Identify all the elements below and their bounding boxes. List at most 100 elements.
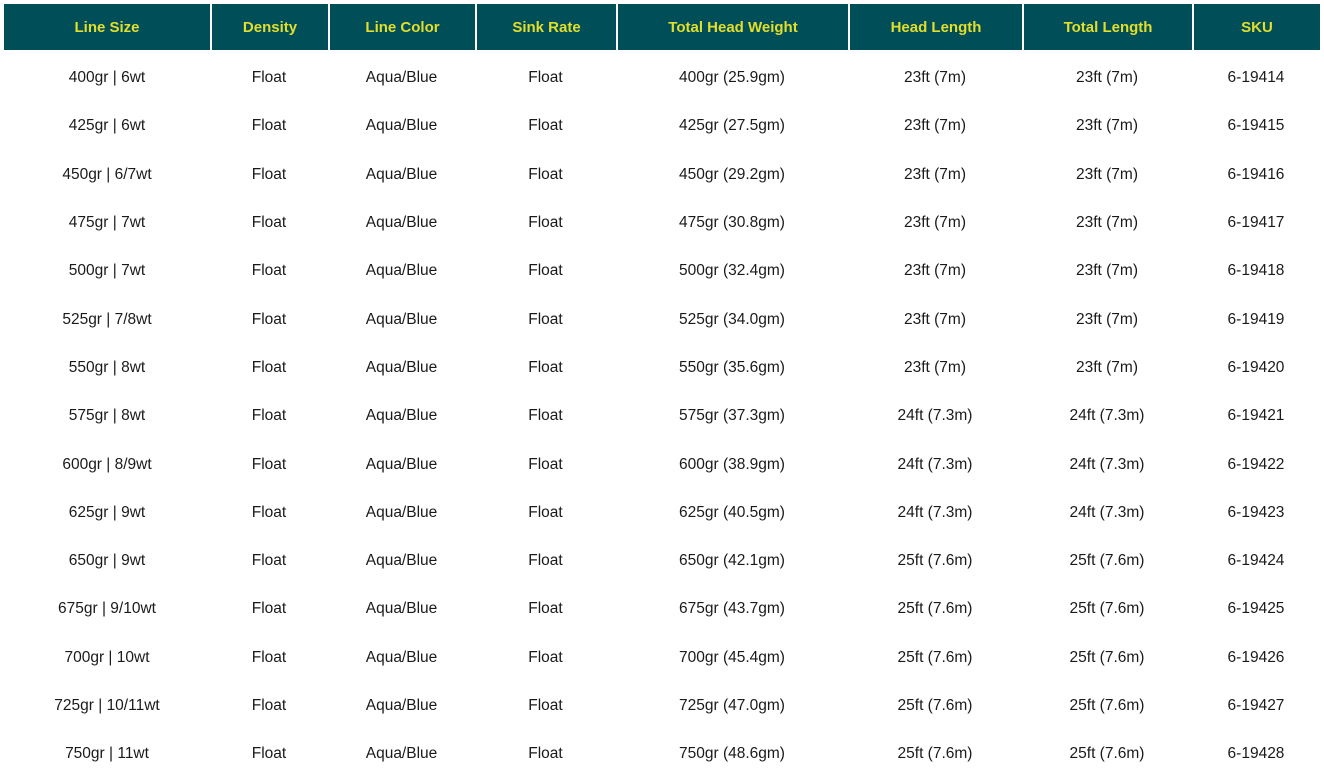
- cell-line-size: 450gr | 6/7wt: [62, 165, 152, 183]
- cell-sink-rate: Float: [528, 600, 563, 618]
- cell-sku: 6-19426: [1227, 648, 1285, 666]
- cell-total-head-weight: 725gr (47.0gm): [679, 697, 785, 714]
- cell-head-length: 23ft (7m): [903, 117, 966, 135]
- cell-head-length: 23ft (7m): [903, 310, 966, 328]
- cell-line-size: 650gr | 9wt: [68, 552, 146, 570]
- cell-line-size: 750gr | 11wt: [65, 745, 149, 763]
- cell-total-length: 23ft (7m): [1075, 262, 1138, 280]
- table-row: 700gr | 10wt Float Aqua/Blue Float 700gr (45…: [4, 634, 1320, 682]
- cell-total-length: 23ft (7m): [1075, 310, 1138, 328]
- cell-line-size: 550gr | 8wt: [68, 358, 146, 376]
- cell-sink-rate: Float: [528, 214, 563, 232]
- cell-total-head-weight: 525gr (34.0gm): [679, 310, 785, 328]
- cell-line-color: Aqua/Blue: [365, 214, 438, 232]
- cell-density: Float: [251, 214, 287, 232]
- line-spec-table: Line Size Density Line Color Sink Rate Total…: [4, 4, 1320, 778]
- cell-total-head-weight: 450gr (29.2gm): [679, 165, 785, 183]
- cell-line-color: Aqua/Blue: [365, 407, 438, 425]
- cell-sink-rate: Float: [528, 697, 563, 714]
- cell-density: Float: [251, 745, 287, 763]
- cell-total-head-weight: 425gr (27.5gm): [679, 117, 785, 135]
- table-row: 725gr | 10/11wt Float Aqua/Blue Float 725gr …: [4, 682, 1320, 730]
- cell-sku: 6-19415: [1227, 117, 1285, 135]
- cell-density: Float: [251, 648, 287, 666]
- cell-total-head-weight: 625gr (40.5gm): [679, 503, 785, 521]
- cell-total-length: 24ft (7.3m): [1069, 503, 1145, 521]
- table-row: 500gr | 7wt Float Aqua/Blue Float 500gr (32.…: [4, 247, 1320, 295]
- cell-density: Float: [251, 697, 287, 714]
- column-header-density: Density: [210, 4, 328, 50]
- cell-head-length: 23ft (7m): [903, 214, 966, 232]
- cell-line-color: Aqua/Blue: [365, 455, 438, 473]
- cell-head-length: 24ft (7.3m): [897, 503, 973, 521]
- table-row: 650gr | 9wt Float Aqua/Blue Float 650gr (42.…: [4, 537, 1320, 585]
- cell-sink-rate: Float: [528, 745, 563, 763]
- table-header-row: Line Size Density Line Color Sink Rate Total…: [4, 4, 1320, 50]
- cell-density: Float: [251, 165, 287, 183]
- cell-total-head-weight: 500gr (32.4gm): [679, 262, 785, 280]
- cell-line-color: Aqua/Blue: [365, 552, 438, 570]
- cell-line-size: 525gr | 7/8wt: [62, 310, 152, 328]
- cell-sink-rate: Float: [528, 455, 563, 473]
- cell-head-length: 23ft (7m): [903, 69, 966, 87]
- cell-sku: 6-19416: [1227, 165, 1285, 183]
- cell-total-length: 25ft (7.6m): [1069, 600, 1145, 618]
- table-row: 600gr | 8/9wt Float Aqua/Blue Float 600gr (3…: [4, 440, 1320, 488]
- column-header-sku: SKU: [1192, 4, 1320, 50]
- cell-sink-rate: Float: [528, 165, 563, 183]
- column-header-total-head-weight: Total Head Weight: [616, 4, 848, 50]
- cell-sku: 6-19425: [1227, 600, 1285, 618]
- cell-head-length: 25ft (7.6m): [897, 552, 973, 570]
- cell-line-size: 600gr | 8/9wt: [62, 455, 152, 473]
- table-row: 550gr | 8wt Float Aqua/Blue Float 550gr (35.…: [4, 344, 1320, 392]
- column-header-line-color: Line Color: [328, 4, 475, 50]
- table-row: 575gr | 8wt Float Aqua/Blue Float 575gr (37.…: [4, 392, 1320, 440]
- column-header-line-size: Line Size: [4, 4, 210, 50]
- cell-total-head-weight: 675gr (43.7gm): [679, 600, 785, 618]
- cell-total-length: 25ft (7.6m): [1069, 697, 1145, 714]
- cell-sink-rate: Float: [528, 117, 563, 135]
- cell-line-size: 575gr | 8wt: [68, 407, 146, 425]
- cell-density: Float: [251, 310, 287, 328]
- table-row: 400gr | 6wt Float Aqua/Blue Float 400gr (25.…: [4, 50, 1320, 102]
- cell-total-head-weight: 650gr (42.1gm): [679, 552, 785, 570]
- cell-line-size: 475gr | 7wt: [68, 214, 146, 232]
- cell-head-length: 25ft (7.6m): [897, 745, 973, 763]
- column-header-sink-rate: Sink Rate: [475, 4, 616, 50]
- cell-sku: 6-19423: [1227, 503, 1285, 521]
- cell-line-color: Aqua/Blue: [365, 358, 438, 376]
- cell-line-color: Aqua/Blue: [365, 503, 438, 521]
- table-row: 625gr | 9wt Float Aqua/Blue Float 625gr (40.…: [4, 489, 1320, 537]
- cell-line-size: 625gr | 9wt: [68, 503, 146, 521]
- cell-total-length: 23ft (7m): [1075, 117, 1138, 135]
- cell-head-length: 25ft (7.6m): [897, 600, 973, 618]
- cell-head-length: 24ft (7.3m): [897, 455, 973, 473]
- cell-sink-rate: Float: [528, 503, 563, 521]
- cell-density: Float: [251, 117, 287, 135]
- cell-line-size: 675gr | 9/10wt: [58, 600, 156, 618]
- cell-sku: 6-19428: [1227, 745, 1285, 763]
- cell-total-length: 24ft (7.3m): [1069, 407, 1145, 425]
- cell-sink-rate: Float: [528, 407, 563, 425]
- cell-total-length: 25ft (7.6m): [1069, 648, 1145, 666]
- cell-head-length: 25ft (7.6m): [897, 697, 973, 714]
- table-row: 525gr | 7/8wt Float Aqua/Blue Float 525gr (3…: [4, 295, 1320, 343]
- cell-total-length: 23ft (7m): [1075, 358, 1138, 376]
- cell-sink-rate: Float: [528, 648, 563, 666]
- table-row: 750gr | 11wt Float Aqua/Blue Float 750gr (48…: [4, 730, 1320, 778]
- cell-line-size: 425gr | 6wt: [68, 117, 146, 135]
- cell-line-size: 725gr | 10/11wt: [54, 697, 160, 714]
- cell-head-length: 24ft (7.3m): [897, 407, 973, 425]
- cell-density: Float: [251, 455, 287, 473]
- cell-total-head-weight: 575gr (37.3gm): [679, 407, 785, 425]
- cell-line-size: 700gr | 10wt: [64, 648, 150, 666]
- cell-total-head-weight: 700gr (45.4gm): [679, 648, 785, 666]
- cell-total-head-weight: 750gr (48.6gm): [679, 745, 785, 763]
- cell-head-length: 23ft (7m): [903, 165, 966, 183]
- cell-total-length: 23ft (7m): [1075, 69, 1138, 87]
- table-row: 675gr | 9/10wt Float Aqua/Blue Float 675gr (…: [4, 585, 1320, 633]
- cell-line-color: Aqua/Blue: [365, 310, 438, 328]
- cell-line-color: Aqua/Blue: [365, 117, 438, 135]
- cell-sku: 6-19417: [1227, 214, 1285, 232]
- cell-sku: 6-19427: [1227, 697, 1285, 714]
